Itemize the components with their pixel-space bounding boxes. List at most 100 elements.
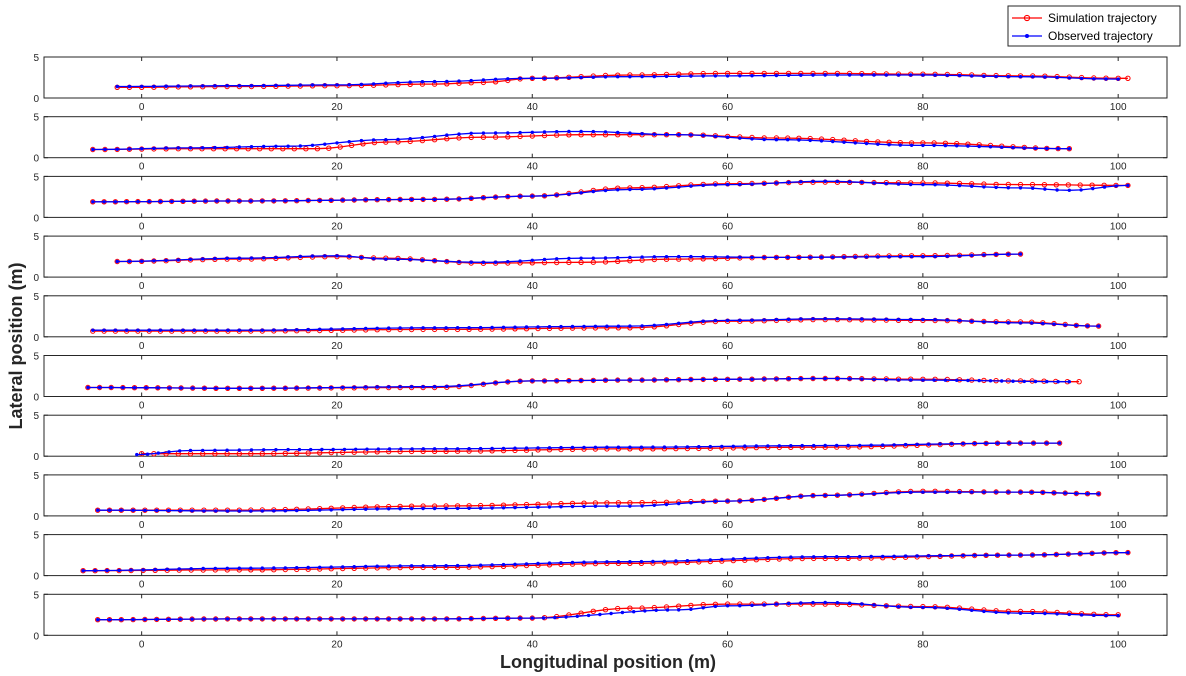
observed-point	[398, 198, 401, 201]
observed-point	[899, 143, 902, 146]
observed-point	[536, 325, 539, 328]
observed-point	[376, 385, 379, 388]
observed-point	[128, 85, 131, 88]
x-tick-label: 0	[139, 341, 145, 352]
x-tick-label: 0	[139, 102, 145, 113]
observed-point	[525, 325, 528, 328]
observed-point	[605, 504, 608, 507]
observed-point	[467, 564, 470, 567]
observed-point	[582, 505, 585, 508]
observed-point	[763, 256, 766, 259]
observed-point	[341, 327, 344, 330]
observed-point	[860, 493, 863, 496]
observed-point	[116, 85, 119, 88]
observed-point	[604, 130, 607, 133]
observed-point	[982, 320, 985, 323]
observed-point	[799, 180, 802, 183]
observed-point	[250, 448, 253, 451]
observed-point	[921, 490, 924, 493]
x-tick-label: 80	[917, 639, 929, 650]
observed-point	[872, 603, 875, 606]
observed-point	[738, 378, 741, 381]
observed-point	[215, 329, 218, 332]
observed-point	[261, 387, 264, 390]
observed-point	[96, 618, 99, 621]
observed-point	[1068, 380, 1071, 383]
observed-point	[763, 498, 766, 501]
observed-point	[238, 509, 241, 512]
observed-point	[750, 499, 753, 502]
observed-point	[445, 260, 448, 263]
observed-point	[904, 443, 907, 446]
observed-point	[663, 445, 666, 448]
observed-point	[536, 446, 539, 449]
observed-point	[360, 83, 363, 86]
observed-point	[421, 507, 424, 510]
x-tick-label: 80	[917, 341, 929, 352]
observed-point	[876, 143, 879, 146]
observed-point	[1019, 490, 1022, 493]
observed-point	[513, 563, 516, 566]
observed-point	[579, 76, 582, 79]
observed-point	[467, 447, 470, 450]
observed-point	[166, 568, 169, 571]
observed-point	[592, 76, 595, 79]
observed-point	[261, 617, 264, 620]
observed-point	[250, 84, 253, 87]
observed-point	[272, 566, 275, 569]
observed-point	[750, 319, 753, 322]
x-tick-label: 100	[1110, 460, 1127, 471]
observed-point	[653, 75, 656, 78]
observed-point	[213, 84, 216, 87]
observed-point	[571, 446, 574, 449]
observed-point	[262, 145, 265, 148]
observed-point	[298, 448, 301, 451]
observed-point	[994, 253, 997, 256]
subplot-frame	[44, 176, 1167, 217]
observed-point	[295, 566, 298, 569]
observed-point	[409, 258, 412, 261]
observed-point	[238, 329, 241, 332]
observed-point	[932, 144, 935, 147]
x-tick-label: 20	[331, 221, 343, 232]
observed-point	[318, 328, 321, 331]
observed-point	[295, 509, 298, 512]
observed-point	[799, 601, 802, 604]
observed-point	[1007, 490, 1010, 493]
observed-point	[933, 73, 936, 76]
y-tick-label: 5	[33, 531, 39, 542]
observed-point	[835, 555, 838, 558]
observed-point	[299, 255, 302, 258]
observed-point	[307, 328, 310, 331]
observed-point	[295, 386, 298, 389]
observed-point	[1079, 552, 1082, 555]
observed-point	[958, 319, 961, 322]
observed-point	[732, 557, 735, 560]
observed-point	[114, 329, 117, 332]
observed-point	[994, 490, 997, 493]
observed-point	[189, 146, 192, 149]
observed-point	[933, 606, 936, 609]
x-tick-label: 100	[1110, 341, 1127, 352]
observed-point	[604, 256, 607, 259]
observed-point	[421, 385, 424, 388]
observed-point	[178, 449, 181, 452]
observed-point	[456, 326, 459, 329]
observed-point	[482, 131, 485, 134]
observed-point	[470, 79, 473, 82]
observed-point	[318, 386, 321, 389]
observed-point	[628, 560, 631, 563]
observed-point	[885, 73, 888, 76]
observed-point	[1117, 614, 1120, 617]
x-tick-label: 20	[331, 102, 343, 113]
x-tick-label: 20	[331, 162, 343, 173]
observed-point	[536, 506, 539, 509]
y-tick-label: 5	[33, 590, 39, 601]
observed-point	[387, 617, 390, 620]
observed-point	[470, 383, 473, 386]
observed-point	[384, 138, 387, 141]
observed-point	[353, 327, 356, 330]
observed-point	[799, 495, 802, 498]
observed-point	[531, 259, 534, 262]
